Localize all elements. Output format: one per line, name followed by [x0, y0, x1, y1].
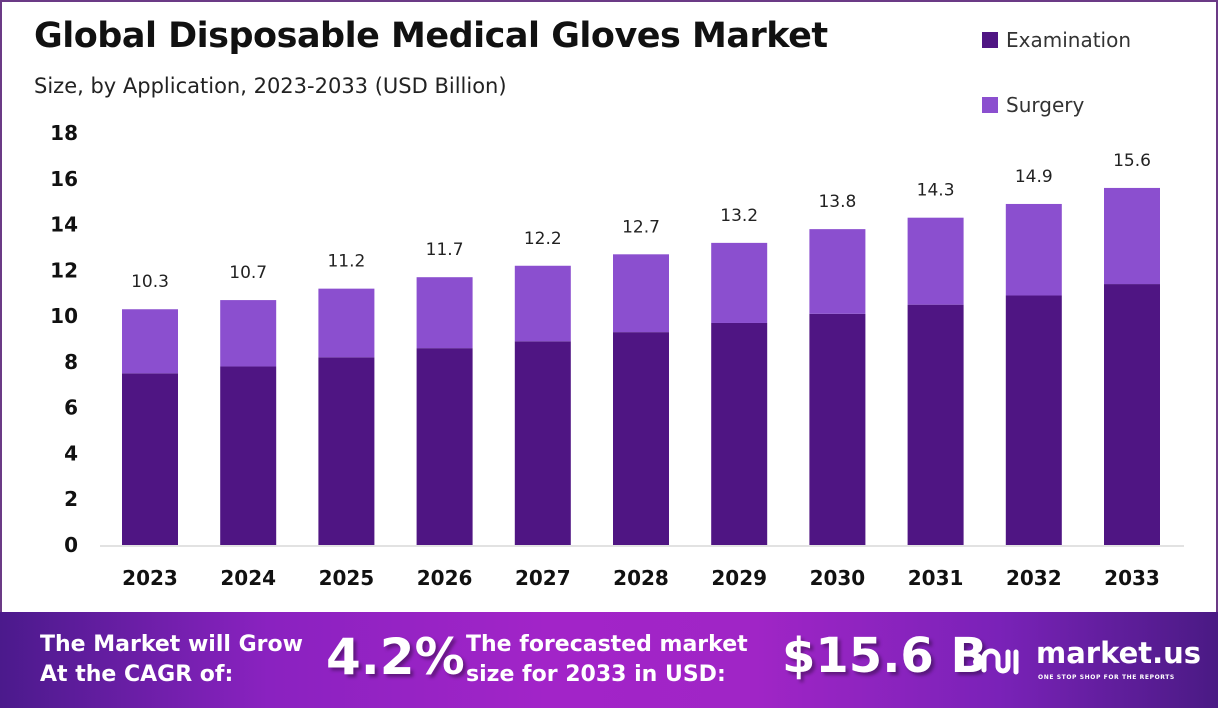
bar-total-label: 14.3 [917, 181, 955, 201]
bar-examination-2030 [809, 313, 866, 545]
y-tick-label: 12 [50, 258, 78, 282]
brand-name: market.us [1036, 636, 1202, 670]
x-tick-label: 2027 [515, 566, 571, 590]
bar-total-label: 12.7 [622, 217, 660, 237]
bar-total-label: 13.2 [720, 206, 758, 226]
bar-examination-2024 [220, 366, 277, 545]
bar-examination-2031 [907, 304, 964, 545]
x-tick-label: 2032 [1006, 566, 1062, 590]
y-tick-label: 10 [50, 304, 78, 328]
x-tick-label: 2031 [908, 566, 964, 590]
x-tick-label: 2024 [220, 566, 276, 590]
market-us-logo-icon [973, 648, 1019, 675]
bar-total-label: 11.2 [327, 252, 365, 272]
x-tick-label: 2033 [1104, 566, 1160, 590]
bar-total-label: 15.6 [1113, 151, 1151, 171]
bar-examination-2025 [318, 357, 375, 545]
legend-label-surgery: Surgery [1006, 93, 1085, 117]
bar-surgery-2030 [809, 229, 866, 314]
bar-surgery-2025 [318, 288, 375, 358]
bar-chart: 0 2 4 6 8 10 12 14 16 18 10.3 10.7 11.2 11.7 12.2 12.7… [50, 121, 1184, 590]
legend-item-examination: Examination [982, 28, 1131, 52]
bar-total-label: 12.2 [524, 229, 562, 249]
y-tick-label: 2 [64, 487, 78, 511]
bar-examination-2029 [711, 322, 768, 545]
brand-tagline: ONE STOP SHOP FOR THE REPORTS [1038, 674, 1175, 681]
legend-label-examination: Examination [1006, 28, 1132, 52]
bar-total-label: 10.3 [131, 272, 169, 292]
bar-examination-2027 [514, 341, 571, 545]
cagr-label-line1: The Market will Grow [40, 632, 303, 657]
x-axis: 2023 2024 2025 2026 2027 2028 2029 2030 2031 2032… [122, 566, 1160, 590]
chart-subtitle: Size, by Application, 2023-2033 (USD Bil… [34, 74, 507, 98]
x-tick-label: 2026 [417, 566, 473, 590]
bars-group: 10.3 10.7 11.2 11.7 12.2 12.7 13.2 13.8 14.3 14.9… [122, 151, 1160, 545]
legend-swatch-surgery [982, 97, 998, 113]
y-tick-label: 8 [64, 350, 78, 374]
bar-surgery-2033 [1104, 187, 1160, 285]
bar-surgery-2024 [220, 300, 277, 367]
y-tick-label: 6 [64, 396, 78, 420]
chart-title: Global Disposable Medical Gloves Market [34, 16, 828, 56]
bar-examination-2023 [122, 373, 178, 545]
x-tick-label: 2023 [122, 566, 178, 590]
y-tick-label: 16 [50, 167, 78, 191]
y-tick-label: 14 [50, 213, 78, 237]
cagr-value: 4.2% [326, 628, 465, 686]
legend-item-surgery: Surgery [982, 93, 1084, 117]
x-tick-label: 2025 [319, 566, 375, 590]
bar-total-label: 10.7 [229, 263, 267, 283]
y-tick-label: 4 [64, 441, 78, 465]
bar-surgery-2032 [1005, 203, 1062, 296]
summary-banner: The Market will Grow At the CAGR of: 4.2… [0, 612, 1218, 708]
x-tick-label: 2028 [613, 566, 669, 590]
bar-surgery-2023 [122, 309, 178, 374]
bar-total-label: 11.7 [426, 240, 464, 260]
y-tick-label: 18 [50, 121, 78, 145]
bar-total-label: 14.9 [1015, 167, 1053, 187]
x-tick-label: 2029 [711, 566, 767, 590]
bar-surgery-2031 [907, 217, 964, 305]
forecast-label: The forecasted market size for 2033 in U… [466, 630, 748, 690]
bar-total-label: 13.8 [818, 192, 856, 212]
forecast-label-line2: size for 2033 in USD: [466, 662, 726, 687]
y-axis: 0 2 4 6 8 10 12 14 16 18 [50, 121, 78, 557]
y-tick-label: 0 [64, 533, 78, 557]
bar-surgery-2026 [416, 277, 473, 349]
cagr-label-line2: At the CAGR of: [40, 662, 234, 687]
bar-surgery-2028 [613, 254, 669, 333]
bar-surgery-2027 [514, 265, 571, 342]
bar-examination-2026 [416, 348, 473, 545]
forecast-value: $15.6 B [782, 628, 988, 684]
legend-swatch-examination [982, 32, 998, 48]
bar-examination-2033 [1104, 284, 1160, 545]
forecast-label-line1: The forecasted market [466, 632, 748, 657]
bar-examination-2028 [613, 332, 669, 545]
x-tick-label: 2030 [810, 566, 866, 590]
bar-surgery-2029 [711, 242, 768, 323]
cagr-label: The Market will Grow At the CAGR of: [40, 630, 303, 690]
bar-examination-2032 [1005, 295, 1062, 545]
